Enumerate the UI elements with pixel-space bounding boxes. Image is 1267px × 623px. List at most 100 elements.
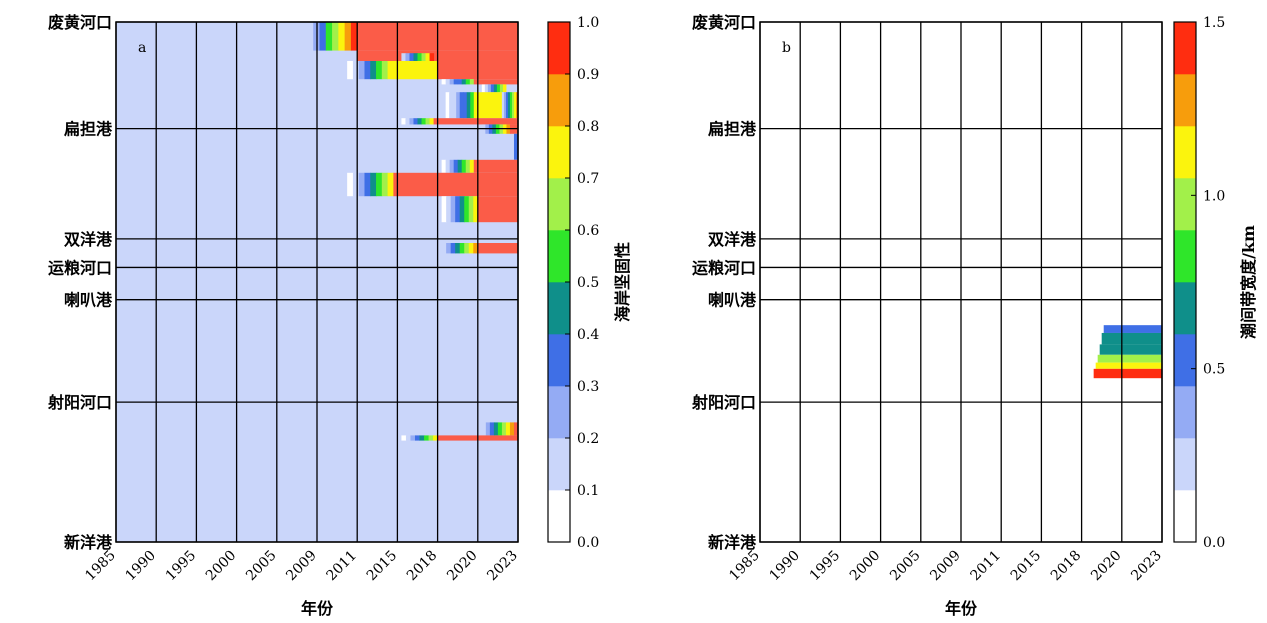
heatmap-cell [352, 61, 360, 80]
heatmap-cell [502, 84, 507, 93]
x-tick-label: 2009 [283, 548, 320, 585]
heatmap-cell [410, 435, 416, 441]
y-tick-label: 双洋港 [708, 230, 757, 249]
heatmap-cell [464, 196, 470, 223]
heatmap-cell [465, 79, 471, 85]
x-tick-label: 1990 [767, 548, 804, 585]
heatmap-cell [306, 22, 314, 51]
x-tick-label: 2011 [324, 548, 361, 585]
y-tick-label: 双洋港 [64, 230, 113, 249]
heatmap-cell [344, 22, 352, 51]
heatmap-cell [489, 422, 495, 436]
heatmap-cell [387, 61, 394, 80]
heatmap-cell [350, 22, 358, 51]
colorbar-label: 海岸坚固性 [613, 242, 632, 322]
heatmap-cell [511, 92, 515, 119]
heatmap-cell [477, 172, 518, 197]
heatmap-cell [405, 118, 410, 125]
y-tick-label: 射阳河口 [47, 393, 112, 412]
heatmap-cell [425, 53, 431, 61]
heatmap-cell [376, 61, 383, 80]
x-tick-label: 2020 [444, 548, 481, 585]
colorbar-tick-label: 0.7 [577, 171, 599, 187]
heatmap-cell [413, 118, 418, 125]
colorbar-segment [548, 282, 570, 335]
x-tick-label: 2000 [847, 548, 884, 585]
heatmap-cell [515, 92, 519, 119]
heatmap-cell [457, 79, 463, 85]
heatmap-cell [487, 84, 492, 93]
heatmap-cell [405, 53, 410, 61]
colorbar-segment [548, 74, 570, 127]
y-tick-label: 运粮河口 [692, 258, 756, 277]
plot-frame [759, 21, 1163, 543]
heatmap-cell [401, 53, 406, 61]
heatmap-cell [477, 243, 518, 254]
heatmap-cell [425, 118, 431, 125]
heatmap-cell [473, 159, 518, 173]
heatmap-cell [437, 172, 478, 197]
heatmap-cell [485, 422, 491, 436]
heatmap-cell [468, 196, 474, 223]
heatmap-cell [441, 159, 447, 173]
colorbar-segment [1174, 230, 1196, 283]
heatmap-cell [358, 172, 365, 197]
y-tick-label: 扁担港 [708, 120, 757, 139]
heatmap-cell [449, 79, 455, 85]
heatmap-cell [446, 196, 452, 223]
colorbar-label: 潮间带宽度/km [1239, 225, 1258, 339]
colorbar-tick-label: 1.0 [1203, 188, 1225, 204]
x-tick-label: 2011 [968, 548, 1005, 585]
y-tick-label: 新洋港 [64, 533, 113, 552]
x-axis-title: 年份 [301, 599, 334, 618]
x-tick-label: 2000 [203, 548, 240, 585]
colorbar-tick-label: 0.5 [577, 275, 599, 291]
colorbar-segment [1174, 386, 1196, 439]
y-tick-label: 扁担港 [64, 120, 113, 139]
heatmap-cell [469, 159, 475, 173]
heatmap-cell [481, 84, 486, 93]
y-tick-label: 新洋港 [708, 533, 757, 552]
heatmap-cell [1095, 362, 1162, 369]
x-tick-label: 2005 [887, 548, 924, 585]
colorbar-segment [1174, 490, 1196, 543]
colorbar-segment [548, 178, 570, 231]
heatmap-cell [381, 172, 389, 197]
heatmap-cell [419, 435, 425, 441]
heatmap-cell [445, 159, 451, 173]
heatmap-cell [507, 92, 511, 119]
heatmap-cell [505, 422, 511, 436]
heatmap-cell [445, 79, 451, 85]
heatmap-cell [424, 435, 430, 441]
heatmap-cell [1101, 332, 1162, 345]
heatmap-cell [459, 196, 465, 223]
heatmap-cell [381, 61, 389, 80]
heatmap-cell [473, 79, 518, 85]
heatmap-cell [409, 118, 414, 125]
heatmap-cell [1103, 325, 1162, 333]
heatmap-cell [332, 22, 339, 51]
heatmap-cell [393, 172, 438, 197]
colorbar-tick-label: 0.2 [577, 431, 599, 447]
heatmap-cell [421, 53, 427, 61]
colorbar-tick-label: 1.0 [577, 15, 599, 31]
x-tick-label: 2009 [927, 548, 964, 585]
heatmap-cell [503, 92, 507, 119]
colorbar-tick-label: 0.4 [577, 327, 599, 343]
heatmap-cell [468, 243, 474, 254]
x-tick-label: 1990 [123, 548, 160, 585]
colorbar-tick-label: 0.0 [577, 535, 599, 551]
colorbar-segment [1174, 334, 1196, 387]
heatmap-cell [484, 84, 489, 93]
colorbar-tick-label: 1.5 [1203, 15, 1225, 31]
colorbar-segment [1174, 126, 1196, 179]
colorbar-segment [548, 22, 570, 75]
colorbar-segment [548, 334, 570, 387]
heatmap-cell [441, 243, 447, 254]
colorbar-tick-label: 0.8 [577, 119, 599, 135]
heatmap-cell [409, 53, 414, 61]
heatmap-cell [469, 79, 475, 85]
plot-frame [115, 21, 519, 543]
